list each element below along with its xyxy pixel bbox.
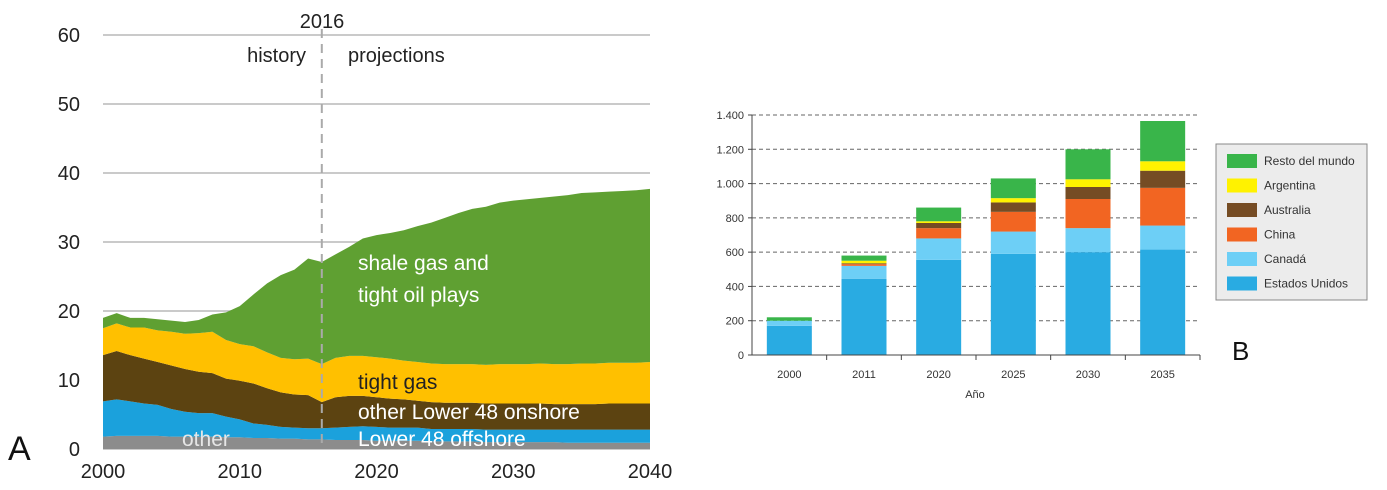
area-label-shale-1: shale gas and	[358, 252, 489, 275]
x-tick-a-2010: 2010	[218, 461, 263, 483]
bar-china-2011	[841, 264, 887, 266]
bar-argentina-2025	[990, 198, 1036, 203]
x-tick-b-2025: 2025	[1001, 369, 1025, 381]
legend-swatch-canad	[1227, 252, 1257, 266]
x-tick-b-2020: 2020	[926, 369, 950, 381]
bar-australia-2020	[916, 223, 962, 229]
x-tick-a-2040: 2040	[628, 461, 673, 483]
divider-year-label: 2016	[300, 11, 345, 33]
area-label-onshore: other Lower 48 onshore	[358, 401, 580, 424]
history-label: history	[247, 45, 306, 67]
y-tick-b-600: 600	[726, 247, 744, 259]
bar-canad-2030	[1065, 228, 1111, 253]
panel-label-b: B	[1232, 336, 1249, 366]
bar-australia-2035	[1140, 170, 1186, 188]
bar-estados-unidos-2030	[1065, 252, 1111, 355]
x-tick-b-2011: 2011	[852, 369, 876, 381]
legend-label-canad: Canadá	[1264, 252, 1306, 266]
x-axis-title-b: Año	[965, 389, 985, 401]
bar-resto-del-mundo-2020	[916, 207, 962, 222]
x-tick-a-2030: 2030	[491, 461, 536, 483]
bar-resto-del-mundo-2035	[1140, 121, 1186, 162]
bar-estados-unidos-2000	[766, 325, 812, 355]
area-shale-gas-and-tight-oil-plays	[103, 188, 650, 365]
area-label-other: other	[182, 428, 230, 451]
legend-swatch-estados-unidos	[1227, 276, 1257, 291]
bar-resto-del-mundo-2030	[1065, 149, 1111, 180]
bar-china-2020	[916, 228, 962, 239]
bar-argentina-2011	[841, 260, 887, 264]
legend-label-resto-del-mundo: Resto del mundo	[1264, 154, 1355, 168]
legend-label-argentina: Argentina	[1264, 179, 1316, 193]
y-tick-b-800: 800	[726, 213, 744, 225]
y-tick-a-30: 30	[58, 232, 80, 254]
bar-argentina-2030	[1065, 179, 1111, 187]
bar-canad-2035	[1140, 225, 1186, 250]
y-tick-a-20: 20	[58, 301, 80, 323]
chart-b: 0 200 400 600 800 1.000 1.200 1.400 2000 2011 202…	[716, 110, 1368, 401]
y-tick-b-200: 200	[726, 316, 744, 328]
y-tick-b-400: 400	[726, 281, 744, 293]
bar-china-2025	[990, 211, 1036, 232]
bar-resto-del-mundo-2000	[766, 317, 812, 321]
bar-australia-2025	[990, 202, 1036, 212]
bar-resto-del-mundo-2011	[841, 255, 887, 261]
area-label-offshore: Lower 48 offshore	[358, 428, 526, 451]
bar-estados-unidos-2035	[1140, 249, 1186, 355]
bar-australia-2011	[841, 263, 887, 265]
x-tick-a-2020: 2020	[354, 461, 399, 483]
x-tick-b-2030: 2030	[1076, 369, 1100, 381]
bar-estados-unidos-2011	[841, 278, 887, 355]
y-tick-b-1400: 1.400	[716, 110, 744, 122]
y-tick-b-0: 0	[738, 350, 744, 362]
area-tight-gas	[103, 323, 650, 405]
bar-canad-2020	[916, 238, 962, 260]
y-tick-b-1000: 1.000	[716, 179, 744, 191]
bar-canad-2025	[990, 231, 1036, 254]
y-tick-a-50: 50	[58, 94, 80, 116]
x-tick-b-2035: 2035	[1150, 369, 1174, 381]
bar-canad-2011	[841, 265, 887, 279]
area-label-tight-gas: tight gas	[358, 371, 437, 394]
bar-australia-2030	[1065, 187, 1111, 199]
legend-label-australia: Australia	[1264, 203, 1311, 217]
area-lower-48-offshore	[103, 399, 650, 443]
bar-china-2035	[1140, 187, 1186, 226]
y-tick-b-1200: 1.200	[716, 144, 744, 156]
panel-label-a: A	[8, 430, 31, 468]
y-tick-a-40: 40	[58, 163, 80, 185]
area-label-shale-2: tight oil plays	[358, 284, 479, 307]
bar-estados-unidos-2020	[916, 259, 962, 355]
bar-china-2030	[1065, 199, 1111, 229]
bar-canad-2000	[766, 320, 812, 326]
legend-label-china: China	[1264, 228, 1296, 242]
legend-swatch-argentina	[1227, 178, 1257, 193]
x-tick-a-2000: 2000	[81, 461, 126, 483]
bar-estados-unidos-2025	[990, 253, 1036, 355]
x-tick-b-2000: 2000	[777, 369, 801, 381]
area-other-lower-48-onshore	[103, 351, 650, 430]
legend-label-estados-unidos: Estados Unidos	[1264, 277, 1348, 291]
y-tick-a-0: 0	[69, 439, 80, 461]
bar-resto-del-mundo-2025	[990, 178, 1036, 199]
legend-swatch-china	[1227, 227, 1257, 242]
area-other	[103, 435, 650, 449]
projections-label: projections	[348, 45, 445, 67]
bar-argentina-2035	[1140, 161, 1186, 171]
y-tick-a-10: 10	[58, 370, 80, 392]
legend-swatch-resto-del-mundo	[1227, 154, 1257, 168]
legend-b-frame	[1215, 143, 1368, 301]
legend-swatch-australia	[1227, 203, 1257, 217]
bar-argentina-2020	[916, 221, 962, 223]
y-tick-a-60: 60	[58, 25, 80, 47]
